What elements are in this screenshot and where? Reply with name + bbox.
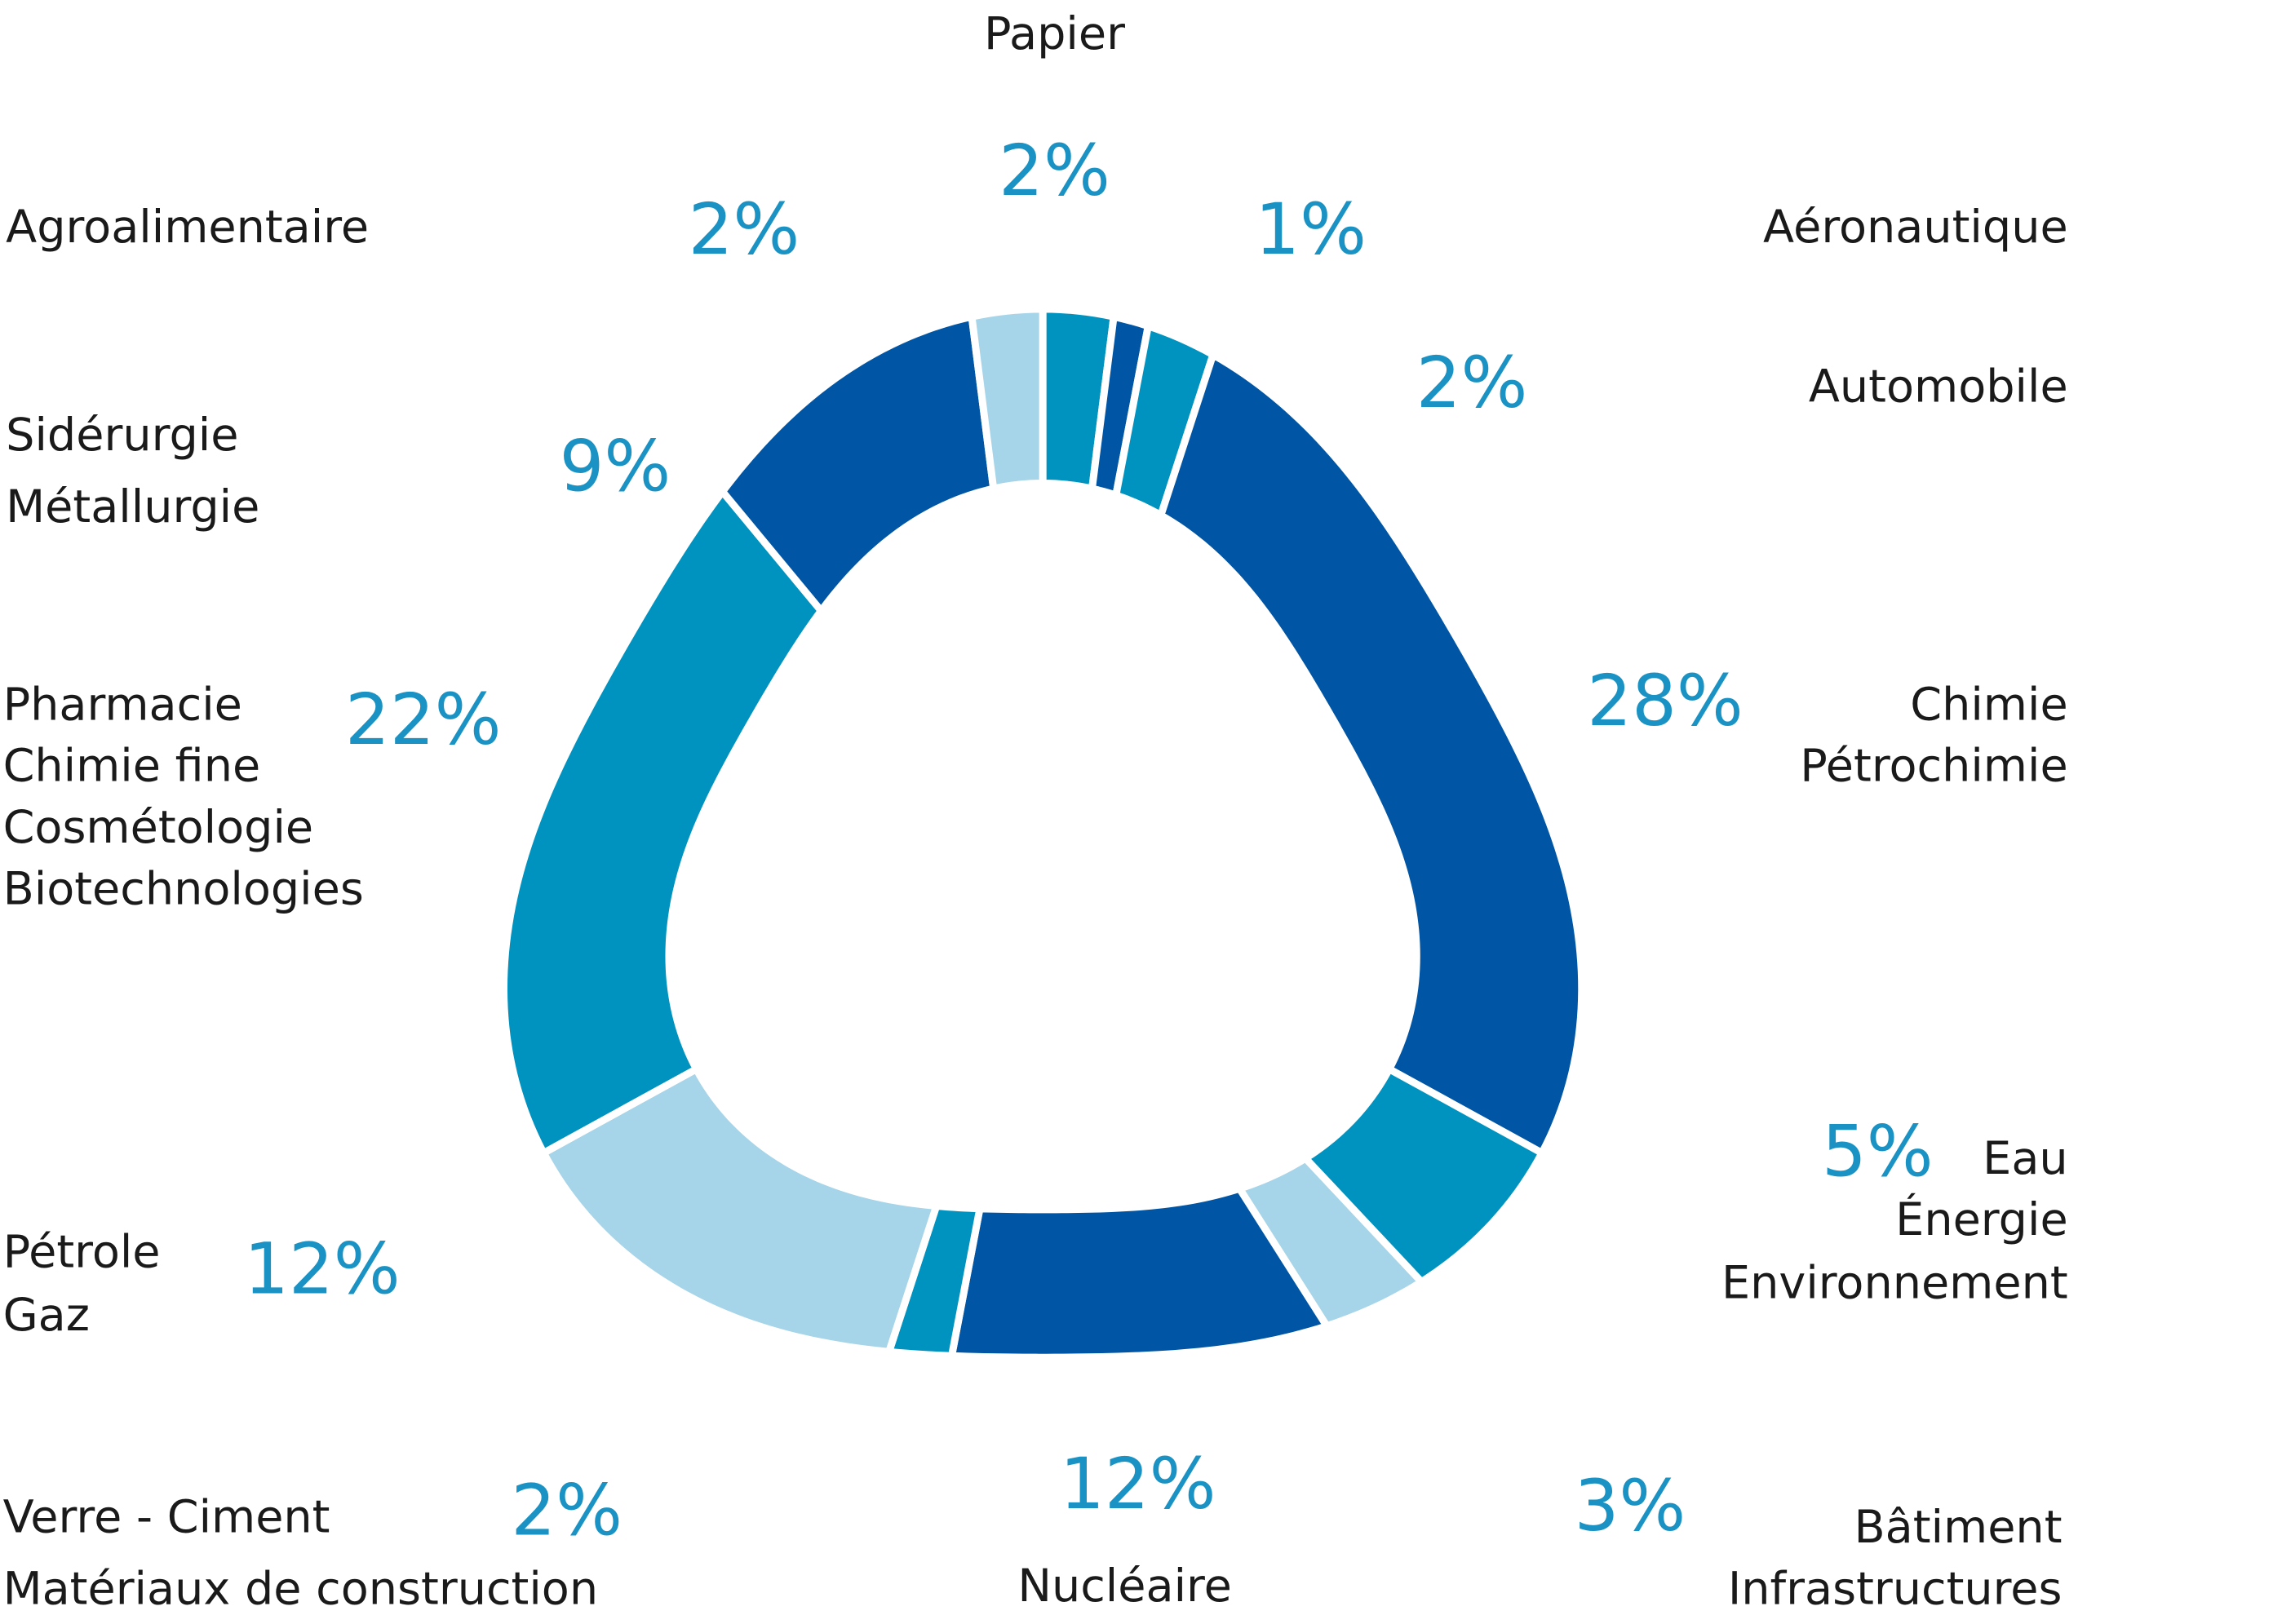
value-label: 2%: [999, 131, 1110, 212]
category-label: Automobile: [1809, 361, 2068, 414]
value-label: 1%: [1255, 189, 1367, 271]
value-label: 2%: [689, 189, 800, 271]
category-label: Bâtiment: [1854, 1501, 2063, 1554]
category-label: Infrastructures: [1728, 1563, 2063, 1616]
category-label: Pharmacie: [3, 678, 242, 731]
category-label: Cosmétologie: [3, 801, 314, 854]
value-label: 5%: [1822, 1112, 1934, 1193]
category-label: Chimie fine: [3, 740, 261, 793]
category-label: Matériaux de construction: [3, 1563, 599, 1616]
value-label: 12%: [244, 1228, 401, 1310]
value-label: 3%: [1575, 1466, 1686, 1547]
category-label: Sidérurgie: [6, 409, 238, 462]
value-label: 12%: [1060, 1444, 1216, 1525]
category-label: Biotechnologies: [3, 862, 364, 915]
category-label: Papier: [984, 7, 1125, 60]
value-label: 2%: [511, 1470, 623, 1551]
category-label: Environnement: [1721, 1256, 2068, 1309]
donut-segment: [968, 305, 1047, 493]
category-label: Nucléaire: [1017, 1560, 1232, 1613]
category-label: Gaz: [3, 1289, 90, 1342]
category-label: Pétrochimie: [1800, 740, 2067, 793]
value-label: 28%: [1587, 661, 1743, 742]
value-label: 9%: [560, 427, 671, 508]
category-label: Aéronautique: [1763, 201, 2068, 254]
category-label: Eau: [1983, 1132, 2067, 1185]
category-label: Métallurgie: [6, 480, 259, 533]
category-label: Agroalimentaire: [6, 201, 369, 254]
donut-segment: [1157, 351, 1586, 1157]
donut-segment: [499, 488, 825, 1157]
value-label: 22%: [345, 679, 502, 761]
category-label: Chimie: [1910, 678, 2067, 731]
category-label: Pétrole: [3, 1226, 161, 1279]
category-label: Énergie: [1895, 1193, 2068, 1246]
category-label: Verre - Ciment: [3, 1491, 330, 1544]
value-label: 2%: [1416, 343, 1528, 424]
